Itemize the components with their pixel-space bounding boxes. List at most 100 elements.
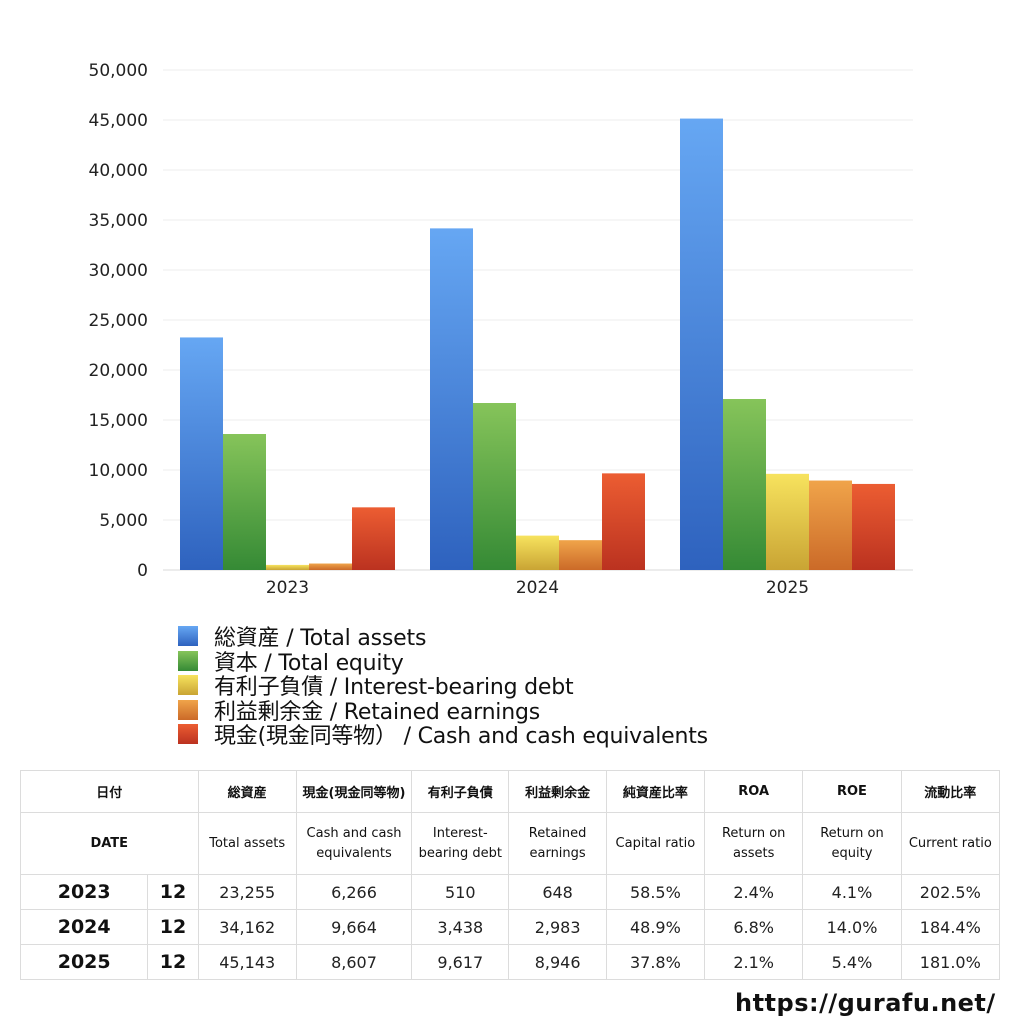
header-roe-en: Return on equity xyxy=(802,812,902,875)
cell-year: 2023 xyxy=(19,874,149,910)
bar xyxy=(602,473,645,570)
y-tick-label: 0 xyxy=(137,561,148,581)
y-tick-label: 15,000 xyxy=(89,411,148,431)
cell-capital-ratio: 48.9% xyxy=(605,909,706,945)
legend-swatch xyxy=(178,626,198,647)
cell-roa: 2.1% xyxy=(704,944,804,980)
bar xyxy=(223,434,266,570)
bar xyxy=(309,563,352,570)
cell-year: 2025 xyxy=(19,944,149,980)
cell-cash: 9,664 xyxy=(295,909,413,945)
bar xyxy=(723,399,766,570)
header-current-ratio-en: Current ratio xyxy=(900,812,1001,875)
cell-total-assets: 34,162 xyxy=(197,909,297,945)
x-tick-label: 2025 xyxy=(766,578,809,598)
cell-capital-ratio: 37.8% xyxy=(605,944,706,980)
cell-total-assets: 23,255 xyxy=(197,874,297,910)
table-header-en: DATE Total assets Cash and cash equivale… xyxy=(20,812,1001,875)
y-tick-label: 5,000 xyxy=(99,511,148,531)
header-total-assets-jp: 総資産 xyxy=(197,770,297,813)
bar xyxy=(352,507,395,570)
header-roe-jp: ROE xyxy=(802,770,902,813)
cell-month: 12 xyxy=(147,944,199,980)
y-tick-label: 10,000 xyxy=(89,461,148,481)
bar xyxy=(680,118,723,570)
bars xyxy=(180,118,895,570)
legend-swatch xyxy=(178,675,198,696)
header-total-assets-en: Total assets xyxy=(197,812,297,875)
cell-year: 2024 xyxy=(19,909,149,945)
legend-label: 利益剰余金 / Retained earnings xyxy=(214,699,540,725)
bar xyxy=(430,228,473,570)
legend-item-retained-earnings: 利益剰余金 / Retained earnings xyxy=(178,698,708,725)
cell-cash: 8,607 xyxy=(295,944,413,980)
bar xyxy=(766,473,809,570)
legend-swatch xyxy=(178,724,198,745)
header-roa-en: Return on assets xyxy=(704,812,804,875)
cell-debt: 3,438 xyxy=(411,909,510,945)
table-header-jp: 日付 総資産 現金(現金同等物) 有利子負債 利益剰余金 純資産比率 ROA R… xyxy=(20,770,1001,813)
x-tick-label: 2024 xyxy=(516,578,559,598)
cell-roa: 2.4% xyxy=(704,874,804,910)
header-date-jp: 日付 xyxy=(20,770,199,813)
y-tick-label: 45,000 xyxy=(89,111,148,131)
legend-item-interest-bearing-debt: 有利子負債 / Interest-bearing debt xyxy=(178,673,708,700)
y-axis-ticks: 0 5,000 10,000 15,000 20,000 25,000 30,000 35,0… xyxy=(89,61,148,581)
bar-chart: 0 5,000 10,000 15,000 20,000 25,000 30,000 35,0… xyxy=(89,61,913,598)
cell-month: 12 xyxy=(147,909,199,945)
grid-lines xyxy=(163,69,913,571)
header-roa-jp: ROA xyxy=(704,770,804,813)
bar xyxy=(473,403,516,570)
bar xyxy=(180,337,223,570)
cell-roa: 6.8% xyxy=(704,909,804,945)
header-debt-jp: 有利子負債 xyxy=(411,770,510,813)
bar xyxy=(809,480,852,570)
cell-month: 12 xyxy=(147,874,199,910)
legend-label: 総資産 / Total assets xyxy=(214,626,427,652)
x-tick-label: 2023 xyxy=(266,578,309,598)
legend-swatch xyxy=(178,699,198,720)
header-current-ratio-jp: 流動比率 xyxy=(900,770,1001,813)
y-tick-label: 35,000 xyxy=(89,211,148,231)
y-tick-label: 30,000 xyxy=(89,261,148,281)
x-axis-ticks: 2023 2024 2025 xyxy=(266,578,809,598)
cell-current-ratio: 202.5% xyxy=(900,874,1001,910)
cell-retained: 648 xyxy=(508,874,607,910)
y-tick-label: 20,000 xyxy=(89,361,148,381)
header-retained-jp: 利益剰余金 xyxy=(508,770,607,813)
cell-roe: 5.4% xyxy=(802,944,902,980)
legend-item-cash: 現金(現金同等物） / Cash and cash equivalents xyxy=(178,722,708,749)
header-debt-en: Interest-bearing debt xyxy=(411,812,510,875)
cell-debt: 510 xyxy=(411,874,510,910)
y-tick-label: 25,000 xyxy=(89,311,148,331)
cell-capital-ratio: 58.5% xyxy=(605,874,706,910)
cell-total-assets: 45,143 xyxy=(197,944,297,980)
cell-cash: 6,266 xyxy=(295,874,413,910)
table-row: 2024 12 34,162 9,664 3,438 2,983 48.9% 6… xyxy=(19,909,1001,945)
bar xyxy=(852,483,895,570)
legend: 総資産 / Total assets 資本 / Total equity 有利子… xyxy=(178,624,708,749)
header-date-en: DATE xyxy=(20,812,199,875)
cell-current-ratio: 184.4% xyxy=(900,909,1001,945)
legend-item-total-equity: 資本 / Total equity xyxy=(178,649,708,676)
cell-roe: 4.1% xyxy=(802,874,902,910)
legend-swatch xyxy=(178,650,198,671)
legend-label: 有利子負債 / Interest-bearing debt xyxy=(214,675,574,701)
bar xyxy=(266,564,309,570)
source-url[interactable]: https://gurafu.net/ xyxy=(735,989,996,1017)
bar xyxy=(559,540,602,570)
header-cash-en: Cash and cash equivalents xyxy=(295,812,413,875)
cell-debt: 9,617 xyxy=(411,944,510,980)
cell-roe: 14.0% xyxy=(802,909,902,945)
y-tick-label: 40,000 xyxy=(89,161,148,181)
header-cash-jp: 現金(現金同等物) xyxy=(295,770,413,813)
cell-retained: 2,983 xyxy=(508,909,607,945)
header-capital-ratio-jp: 純資産比率 xyxy=(605,770,706,813)
legend-label: 資本 / Total equity xyxy=(214,650,404,676)
legend-label: 現金(現金同等物） / Cash and cash equivalents xyxy=(214,724,708,750)
financial-table: 日付 総資産 現金(現金同等物) 有利子負債 利益剰余金 純資産比率 ROA R… xyxy=(19,770,1001,980)
y-tick-label: 50,000 xyxy=(89,61,148,81)
table-row: 2025 12 45,143 8,607 9,617 8,946 37.8% 2… xyxy=(19,944,1001,980)
legend-item-total-assets: 総資産 / Total assets xyxy=(178,624,708,651)
header-retained-en: Retained earnings xyxy=(508,812,607,875)
